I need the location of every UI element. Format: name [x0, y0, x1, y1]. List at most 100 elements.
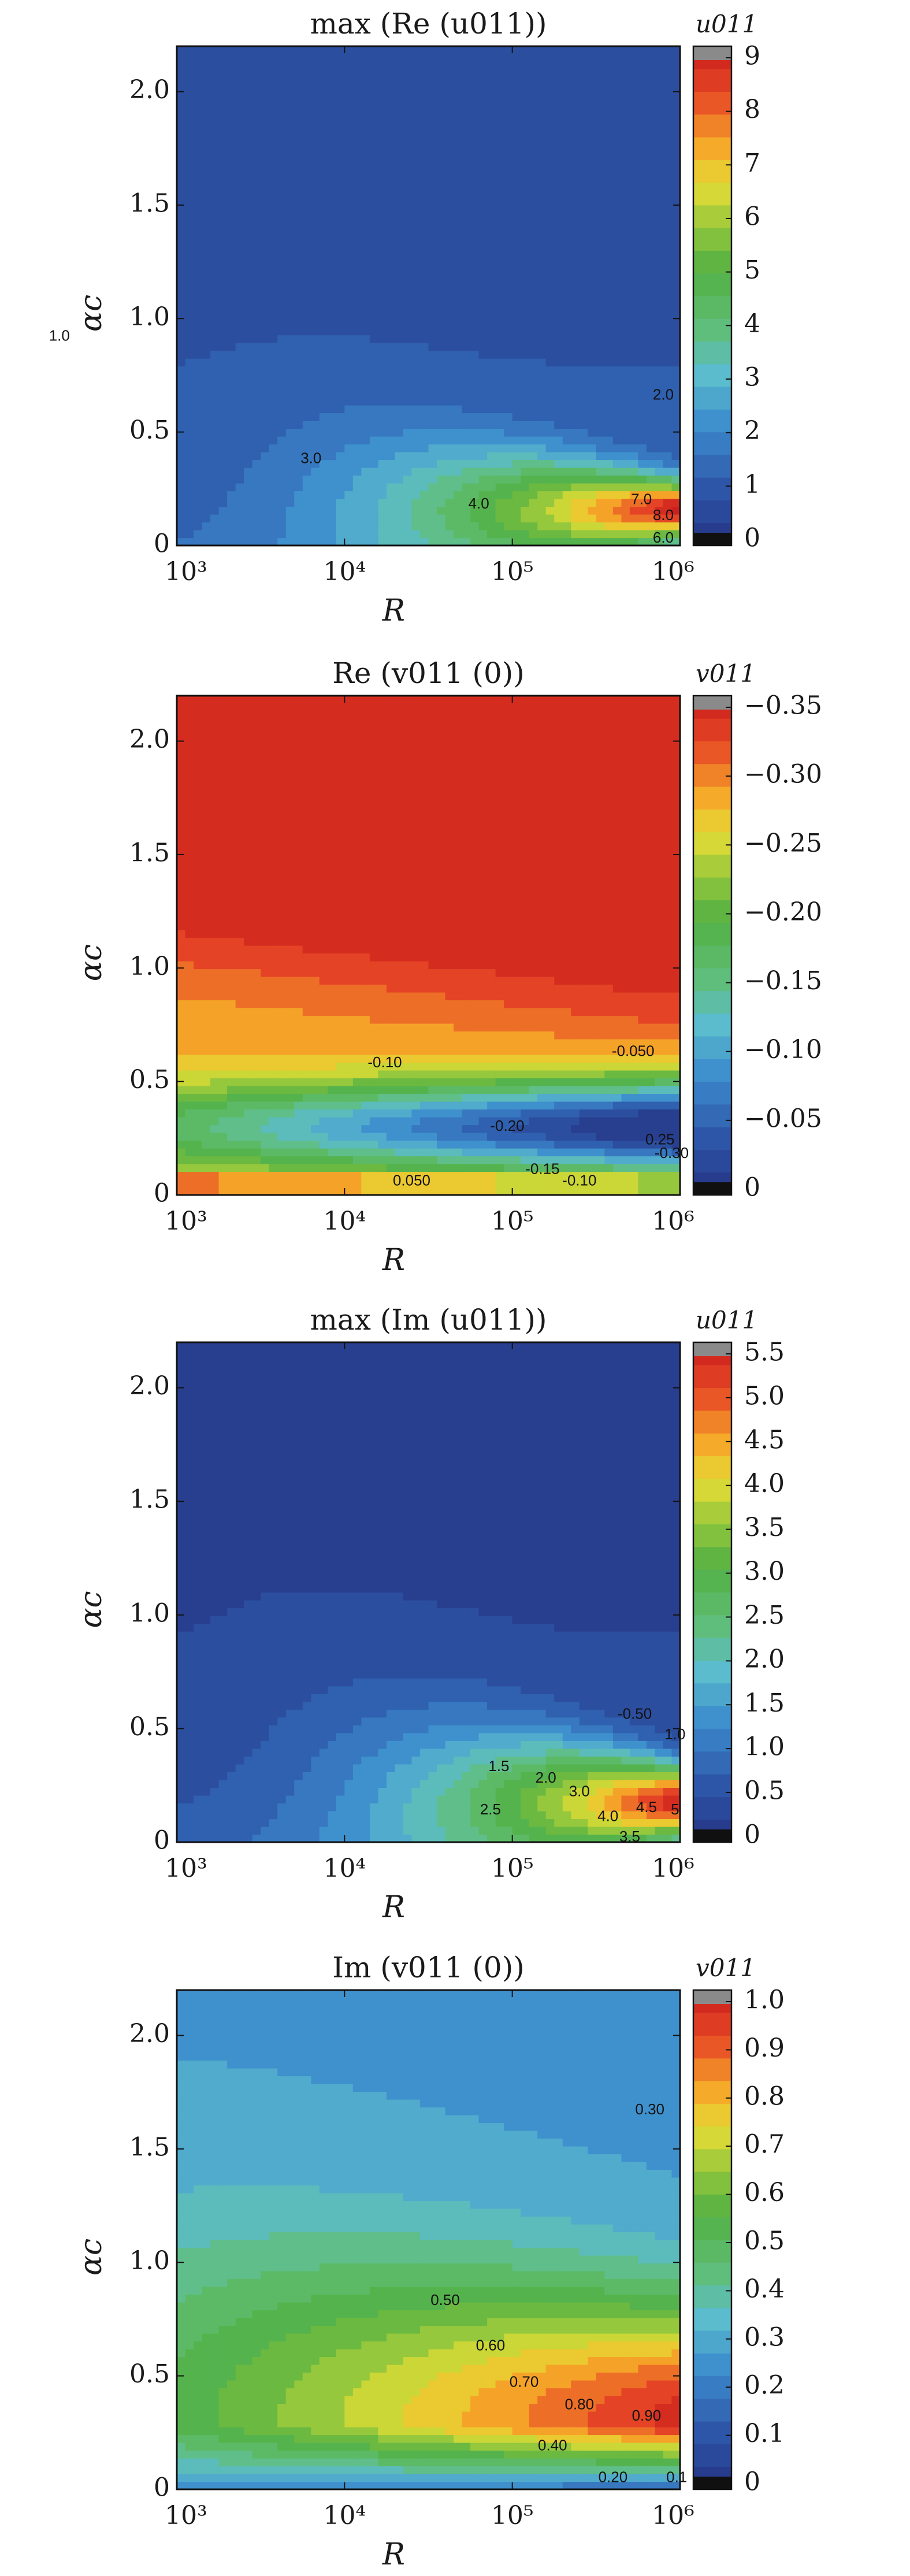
field-cell	[487, 405, 496, 414]
field-cell	[562, 506, 571, 515]
field-cell	[210, 1124, 220, 1133]
field-cell	[361, 46, 370, 55]
field-cell	[218, 930, 228, 938]
field-cell	[495, 436, 504, 445]
field-cell	[655, 85, 664, 94]
field-cell	[261, 421, 270, 429]
field-cell	[504, 155, 513, 164]
field-cell	[545, 530, 555, 539]
field-cell	[378, 327, 387, 336]
field-cell	[252, 77, 261, 86]
field-cell	[638, 77, 647, 86]
field-cell	[261, 1117, 270, 1126]
field-cell	[621, 202, 630, 211]
field-cell	[285, 930, 295, 938]
field-cell	[478, 530, 488, 539]
field-cell	[302, 1124, 311, 1133]
field-cell	[629, 514, 639, 523]
field-cell	[227, 1046, 236, 1055]
field-cell	[227, 1055, 236, 1063]
field-cell	[529, 272, 538, 281]
field-cell	[294, 436, 303, 445]
field-cell	[512, 85, 521, 94]
field-cell	[638, 483, 647, 492]
field-cell	[269, 727, 278, 736]
field-cell	[194, 187, 203, 195]
field-cell	[344, 499, 354, 507]
field-cell	[588, 210, 597, 218]
field-cell	[285, 906, 295, 915]
field-cell	[604, 288, 614, 296]
field-cell	[194, 961, 203, 970]
field-cell	[562, 77, 571, 86]
field-cell	[235, 225, 244, 234]
field-cell	[454, 46, 463, 55]
field-cell	[328, 444, 337, 452]
field-cell	[227, 288, 236, 296]
field-cell	[629, 85, 639, 94]
field-cell	[277, 93, 287, 102]
field-cell	[252, 233, 261, 242]
field-cell	[545, 202, 555, 211]
field-cell	[269, 1171, 278, 1180]
field-cell	[235, 288, 244, 296]
field-cell	[252, 836, 261, 845]
field-cell	[285, 890, 295, 899]
field-cell	[218, 514, 228, 523]
field-cell	[462, 249, 471, 258]
field-cell	[554, 93, 563, 102]
field-cell	[386, 233, 396, 242]
field-cell	[454, 514, 463, 523]
field-cell	[411, 132, 421, 140]
field-cell	[403, 272, 413, 281]
field-cell	[277, 452, 287, 461]
field-cell	[545, 272, 555, 281]
field-cell	[319, 280, 328, 289]
field-cell	[294, 836, 303, 845]
field-cell	[554, 327, 563, 336]
field-cell	[579, 77, 588, 86]
field-cell	[185, 1140, 194, 1149]
field-cell	[571, 249, 580, 258]
field-cell	[277, 85, 287, 94]
field-cell	[378, 506, 387, 515]
field-cell	[235, 374, 244, 383]
field-cell	[194, 389, 203, 398]
field-cell	[629, 397, 639, 406]
field-cell	[562, 272, 571, 281]
field-cell	[386, 272, 396, 281]
field-cell	[604, 155, 614, 164]
field-cell	[352, 491, 362, 499]
field-cell	[252, 514, 261, 523]
field-cell	[311, 1031, 320, 1040]
field-cell	[235, 890, 244, 899]
field-cell	[285, 727, 295, 736]
field-cell	[646, 77, 656, 86]
field-cell	[462, 265, 471, 273]
field-cell	[227, 218, 236, 227]
field-cell	[244, 537, 253, 545]
field-cell	[478, 475, 488, 484]
field-cell	[177, 109, 186, 117]
field-cell	[562, 187, 571, 195]
field-cell	[545, 327, 555, 336]
field-cell	[344, 218, 354, 227]
field-cell	[194, 436, 203, 445]
field-cell	[269, 225, 278, 234]
field-cell	[562, 249, 571, 258]
field-cell	[261, 1086, 270, 1094]
field-cell	[294, 428, 303, 437]
field-cell	[177, 696, 186, 704]
field-cell	[604, 109, 614, 117]
field-cell	[529, 194, 538, 203]
field-cell	[218, 750, 228, 759]
field-cell	[378, 459, 387, 468]
field-cell	[462, 343, 471, 351]
field-cell	[269, 844, 278, 852]
field-cell	[604, 101, 614, 109]
field-cell	[454, 140, 463, 149]
field-cell	[671, 467, 680, 476]
field-cell	[311, 132, 320, 140]
field-cell	[378, 343, 387, 351]
field-cell	[328, 381, 337, 390]
